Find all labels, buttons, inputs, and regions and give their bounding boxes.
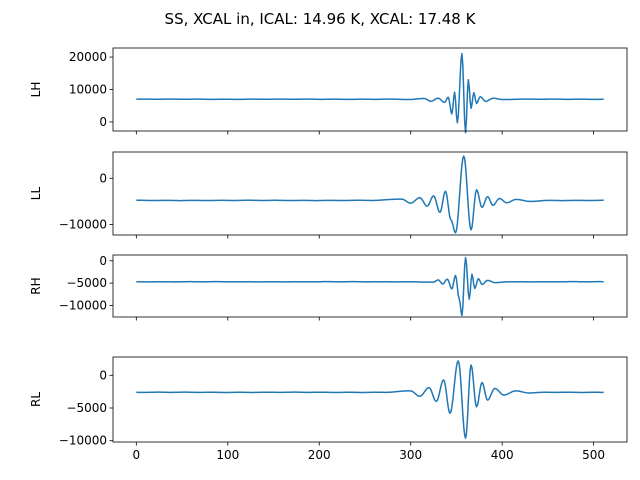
axes-frame (112, 254, 628, 318)
y-tick-label: 0 (99, 254, 107, 268)
x-tick-label: 300 (399, 448, 422, 462)
subplot-rl: −10000 −5000 0 0 100 200 300 400 500 RL (29, 356, 628, 462)
y-tick-label: −5000 (66, 401, 107, 415)
y-axis-label-lh: LH (29, 82, 43, 98)
x-tick-label: 100 (216, 448, 239, 462)
series-line-rl (136, 360, 604, 439)
axes-frame (112, 151, 628, 236)
subplot-ll: −10000 0 LL (29, 151, 628, 239)
y-tick-label: −10000 (59, 217, 107, 231)
subplots: 01000020000LH−100000LL−10000−50000RH−100… (29, 47, 628, 462)
subplot-lh: 0 10000 20000 LH (29, 47, 628, 135)
axes-frame (112, 356, 628, 443)
y-tick-label: −10000 (59, 434, 107, 448)
y-tick-label: 0 (99, 115, 107, 129)
y-tick-label: −5000 (66, 276, 107, 290)
subplot-rh: −10000 −5000 0 RH (29, 254, 628, 321)
x-tick-label: 400 (491, 448, 514, 462)
y-tick-label: 20000 (69, 50, 107, 64)
series-line-rh (136, 256, 604, 317)
series-line-lh (136, 52, 604, 134)
x-tick-label: 0 (133, 448, 141, 462)
y-tick-label: −10000 (59, 298, 107, 312)
x-tick-label: 500 (582, 448, 605, 462)
y-axis-label-ll: LL (29, 187, 43, 201)
x-tick-label: 200 (308, 448, 331, 462)
y-axis-label-rh: RH (29, 277, 43, 294)
y-tick-label: 0 (99, 368, 107, 382)
chart-title: SS, XCAL in, ICAL: 14.96 K, XCAL: 17.48 … (165, 10, 477, 28)
y-tick-label: 10000 (69, 83, 107, 97)
y-axis-label-rl: RL (29, 392, 43, 407)
series-line-ll (136, 155, 604, 234)
y-tick-label: 0 (99, 171, 107, 185)
